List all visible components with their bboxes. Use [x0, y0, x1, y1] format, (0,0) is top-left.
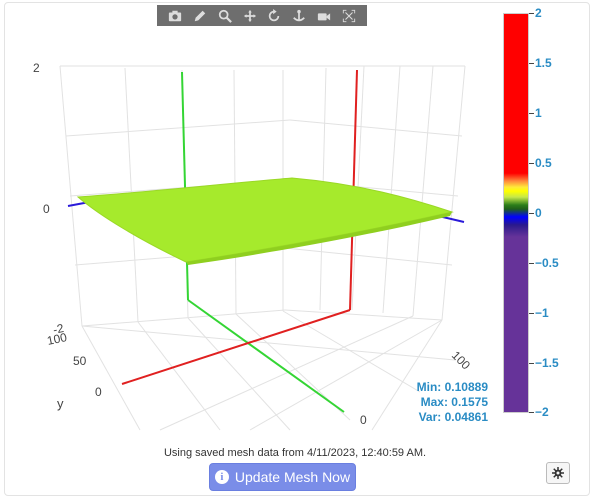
colorbar [503, 13, 529, 413]
pencil-icon[interactable] [191, 7, 209, 25]
colorbar-tick: 0.5 [535, 156, 552, 170]
y-tick-100: 100 [46, 330, 69, 348]
colorbar-dash [529, 113, 534, 114]
colorbar-dash [529, 163, 534, 164]
colorbar-tick: −2 [535, 405, 549, 419]
x-tick-0: 0 [360, 413, 367, 427]
colorbar-dash [529, 263, 534, 264]
colorbar-dash [529, 363, 534, 364]
x-tick-100: 100 [449, 348, 473, 372]
pan-icon[interactable] [241, 7, 259, 25]
y-tick-50: 50 [73, 354, 87, 368]
colorbar-tick: −0.5 [535, 256, 559, 270]
reset-camera-icon[interactable] [315, 7, 333, 25]
mesh-surface [76, 177, 454, 263]
mesh-status-text: Using saved mesh data from 4/11/2023, 12… [163, 447, 427, 459]
colorbar-tick: 1.5 [535, 56, 552, 70]
y-axis-line-upper [181, 71, 189, 301]
update-mesh-button[interactable]: i Update Mesh Now [209, 463, 356, 491]
colorbar-dash [529, 63, 534, 64]
stat-min: Min: 0.10889 [416, 380, 488, 394]
colorbar-dash [529, 13, 534, 14]
colorbar-tick: 1 [535, 106, 542, 120]
plot-modebar [157, 5, 367, 26]
colorbar-tick: −1.5 [535, 356, 559, 370]
colorbar-tick: −1 [535, 306, 549, 320]
z-tick-2: 2 [33, 61, 40, 75]
colorbar-tick: 0 [535, 206, 542, 220]
y-axis-label: y [57, 396, 64, 411]
info-icon: i [214, 470, 229, 484]
colorbar-tick: 2 [535, 6, 542, 20]
stat-var: Var: 0.04861 [418, 410, 488, 424]
orbit-icon[interactable] [265, 7, 283, 25]
y-tick-0: 0 [95, 385, 102, 399]
mesh-surface-edge [186, 212, 452, 265]
colorbar-dash [529, 412, 534, 413]
stat-max: Max: 0.1575 [420, 395, 488, 409]
colorbar-dash [529, 213, 534, 214]
turntable-icon[interactable] [290, 7, 308, 25]
x-axis-line-lower [121, 309, 351, 385]
gear-icon [552, 467, 564, 479]
camera-icon[interactable] [166, 7, 184, 25]
settings-button[interactable] [546, 462, 570, 484]
autoscale-icon[interactable] [340, 7, 358, 25]
z-tick-neg2: -2 [52, 321, 66, 337]
z-tick-0: 0 [43, 202, 50, 216]
colorbar-dash [529, 313, 534, 314]
update-mesh-label: Update Mesh Now [234, 469, 351, 485]
y-axis-line-lower [187, 299, 345, 413]
zoom-icon[interactable] [216, 7, 234, 25]
